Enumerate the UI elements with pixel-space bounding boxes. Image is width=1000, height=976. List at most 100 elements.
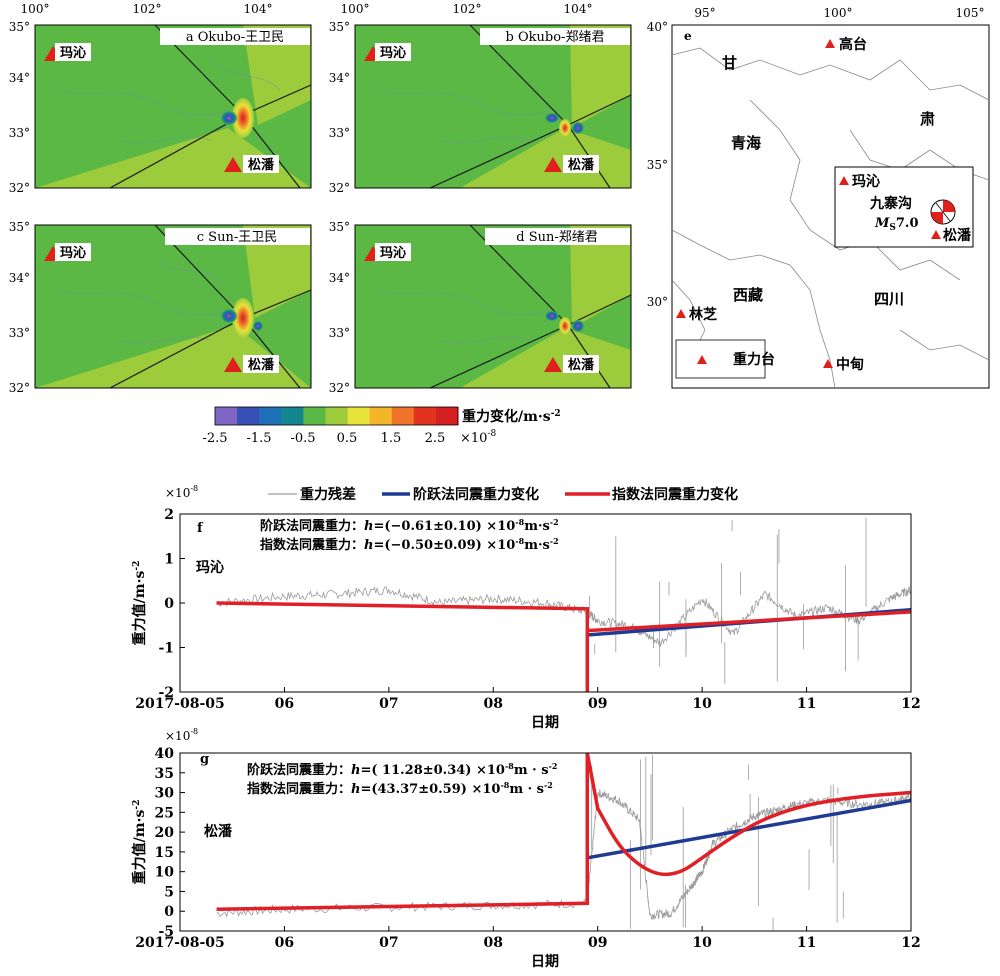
map-legend bbox=[675, 339, 766, 379]
x-tick-label: 104° bbox=[244, 2, 273, 16]
legend-label: 重力残差 bbox=[300, 486, 356, 503]
y-tick-label: 35° bbox=[9, 220, 30, 234]
y-tick-label: 34° bbox=[329, 71, 350, 85]
colorbar-swatch bbox=[303, 407, 326, 425]
y-tick-label: -5 bbox=[158, 924, 174, 940]
map-high-zone bbox=[243, 225, 311, 318]
positive-anomaly bbox=[232, 298, 254, 338]
fault-line bbox=[429, 124, 569, 188]
panel-label: a Okubo-王卫民 bbox=[186, 30, 284, 45]
x-tick-label: 07 bbox=[379, 935, 398, 951]
map-high-zone bbox=[35, 325, 311, 388]
y-tick-label: 33° bbox=[329, 126, 350, 140]
station-marker-icon bbox=[697, 355, 707, 364]
map-panel-d: d Sun-郑绪君 玛沁 松潘 35° 34° 33° 32° bbox=[329, 220, 632, 395]
legend-label: 指数法同震重力变化 bbox=[612, 486, 738, 503]
y-tick-label: 33° bbox=[329, 326, 350, 340]
map-high-zone bbox=[243, 25, 311, 125]
y-tick-label: 32° bbox=[9, 381, 30, 395]
colorbar-swatch bbox=[369, 407, 393, 425]
quake-name: 九寨沟 bbox=[869, 195, 912, 212]
y-tick-label: -1 bbox=[158, 641, 174, 657]
map-panel-c: c Sun-王卫民 玛沁 松潘 35° 34° 33° 32° bbox=[9, 220, 312, 395]
colorbar-tick-label: 0.5 bbox=[337, 431, 358, 446]
x-axis: 2017-08-05 06 07 08 09 10 11 12 bbox=[135, 687, 921, 712]
station-label: 高台 bbox=[839, 36, 867, 53]
overview-map: e 95° 100° 105° 40° 35° 30° 甘 肃 青海 西藏 四川… bbox=[647, 6, 990, 389]
colorbar-swatch bbox=[391, 407, 415, 425]
y-tick-label: 35° bbox=[9, 20, 30, 34]
series-fits bbox=[216, 601, 911, 692]
x-tick-label: 09 bbox=[588, 696, 607, 712]
x-tick-label: 2017-08-05 bbox=[135, 935, 225, 951]
y-tick-label: 34° bbox=[9, 71, 30, 85]
annotation-exp: 指数法同震重力：h=(43.37±0.59) ×10-8m · s-2 bbox=[247, 780, 553, 797]
y-tick-label: 15 bbox=[155, 845, 174, 861]
negative-anomaly bbox=[253, 321, 263, 331]
y-tick-label: 0 bbox=[164, 904, 174, 920]
x-axis-label: 日期 bbox=[531, 954, 559, 970]
map-panel-a: a Okubo-王卫民 玛沁 松潘 100° 102° 104° 35° 34°… bbox=[9, 2, 312, 195]
province-label: 四川 bbox=[874, 290, 904, 308]
negative-anomaly bbox=[572, 122, 584, 134]
colorbar-swatch bbox=[325, 407, 349, 425]
station-label: 松潘 bbox=[248, 157, 275, 173]
negative-anomaly bbox=[221, 111, 237, 125]
province-label: 肃 bbox=[920, 110, 935, 128]
station-marker-icon bbox=[931, 230, 941, 239]
station-marker-icon bbox=[823, 359, 833, 368]
station-label: 玛沁 bbox=[60, 45, 86, 61]
x-tick-label: 10 bbox=[692, 935, 712, 951]
x-tick-label: 2017-08-05 bbox=[135, 696, 225, 712]
y-tick-label: 32° bbox=[329, 181, 350, 195]
y-tick-label: 1 bbox=[164, 552, 174, 568]
x-tick-label: 07 bbox=[379, 696, 398, 712]
exp-fit-line bbox=[216, 753, 911, 911]
panel-label: e bbox=[684, 29, 692, 43]
y-axis: 35° 34° 33° 32° bbox=[329, 220, 350, 395]
station-label: 玛沁 bbox=[196, 559, 224, 576]
x-tick-label: 12 bbox=[901, 696, 920, 712]
y-tick-label: 30 bbox=[155, 786, 175, 802]
quake-magnitude: MS7.0 bbox=[874, 216, 919, 233]
panel-label: d Sun-郑绪君 bbox=[516, 230, 598, 245]
annotation-exp: 指数法同震重力：h=(−0.50±0.09) ×10-8m·s-2 bbox=[260, 536, 559, 553]
x-axis: 2017-08-05 06 07 08 09 10 11 12 bbox=[135, 926, 921, 951]
station-label: 松潘 bbox=[568, 357, 595, 373]
station-label: 玛沁 bbox=[852, 173, 880, 190]
y-axis-label: 重力值/m·s-2 bbox=[131, 561, 148, 646]
x-tick-label: 100° bbox=[341, 2, 370, 16]
station-label: 松潘 bbox=[943, 227, 972, 244]
x-tick-label: 95° bbox=[694, 6, 715, 20]
y-tick-label: -2 bbox=[158, 685, 174, 701]
station-marker-icon bbox=[825, 39, 835, 48]
map-panel-b: b Okubo-郑绪君 玛沁 松潘 100° 102° 104° 35° 34°… bbox=[329, 2, 632, 195]
station-marker-icon bbox=[839, 176, 849, 185]
beachball-icon bbox=[930, 199, 956, 225]
fault-line bbox=[242, 317, 301, 388]
x-tick-label: 08 bbox=[484, 696, 503, 712]
y-tick-label: 34° bbox=[329, 271, 350, 285]
y-tick-label: 0 bbox=[164, 596, 174, 612]
fault-line bbox=[429, 324, 569, 388]
series-fits bbox=[216, 753, 911, 911]
fault-line bbox=[567, 294, 631, 326]
station-label: 中甸 bbox=[836, 356, 864, 373]
station-label: 玛沁 bbox=[60, 245, 86, 261]
x-tick-label: 09 bbox=[588, 935, 607, 951]
y-tick-label: 25 bbox=[155, 805, 174, 821]
colorbar-swatch bbox=[413, 407, 437, 425]
y-tick-label: 10 bbox=[155, 865, 175, 881]
station-marker-icon bbox=[544, 157, 562, 172]
axis-scale: ×10-8 bbox=[165, 484, 198, 500]
colorbar-ticks: -2.5 -1.5 -0.5 0.5 1.5 2.5 bbox=[202, 431, 445, 446]
x-tick-label: 11 bbox=[797, 935, 816, 951]
colorbar-swatch bbox=[215, 407, 238, 425]
exp-fit-line bbox=[216, 601, 911, 692]
colorbar-tick-label: -2.5 bbox=[202, 431, 227, 446]
x-tick-label: 104° bbox=[564, 2, 593, 16]
x-tick-label: 105° bbox=[956, 6, 985, 20]
panel-label: f bbox=[197, 521, 204, 536]
colorbar-title: 重力变化/m·s-2 bbox=[462, 408, 561, 425]
y-tick-label: 5 bbox=[164, 884, 174, 900]
